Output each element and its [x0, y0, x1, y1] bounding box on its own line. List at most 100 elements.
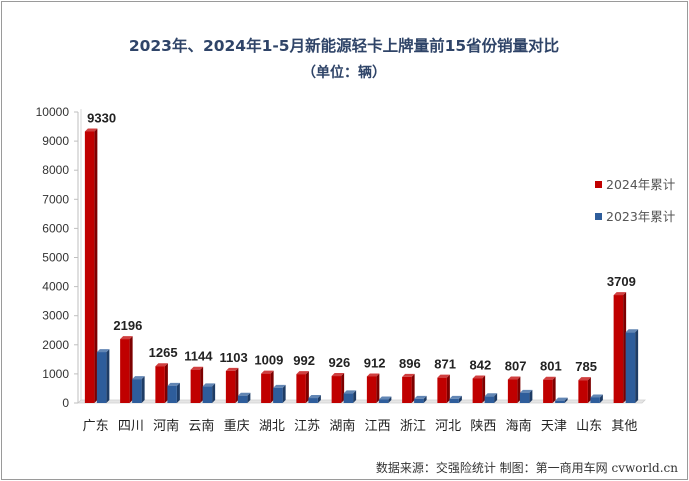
bar-2024-top: [225, 367, 239, 371]
bar-2024-side: [482, 375, 486, 403]
bar-2023-side: [317, 395, 321, 403]
x-category-label: 海南: [506, 418, 532, 434]
bar-2023-side: [176, 382, 180, 403]
bar-2024-top: [613, 292, 627, 296]
bar-2023-side: [458, 395, 462, 403]
bar-2024-front: [296, 374, 306, 403]
bar-2023-top: [484, 393, 498, 397]
y-tick-label: 5000: [42, 251, 69, 265]
y-tick-label: 9000: [42, 134, 69, 148]
bar-2024-side: [517, 376, 521, 403]
y-tick-label: 4000: [42, 280, 69, 294]
bar-2024: [296, 371, 309, 403]
bar-2024-front: [331, 376, 342, 403]
bar-2023-top: [343, 390, 357, 394]
y-tick-label: 8000: [42, 163, 69, 177]
x-category-label: 山东: [576, 419, 602, 434]
data-label: 842: [470, 357, 492, 372]
legend: 2024年累计 2023年累计: [595, 177, 675, 224]
bar-2023-top: [519, 389, 533, 393]
bar-2023: [273, 384, 286, 403]
x-category-label: 河北: [435, 419, 461, 434]
bar-2023-top: [96, 349, 110, 353]
bar-2023: [343, 390, 357, 403]
bar-2023-top: [273, 384, 286, 388]
bar-2023-top: [167, 382, 180, 386]
bar-2024: [331, 373, 345, 403]
legend-entry: 2023年累计: [606, 209, 675, 224]
x-category-label: 浙江: [400, 419, 426, 434]
bar-2024-front: [261, 373, 271, 403]
bar-2023: [519, 389, 533, 403]
bar-2023-front: [308, 398, 318, 403]
bar-2024-front: [472, 378, 483, 403]
legend-swatch: [595, 213, 602, 220]
bar-2024-front: [120, 339, 130, 403]
bar-2023-top: [414, 395, 427, 399]
bar-2023: [484, 393, 498, 403]
bar-2023-front: [237, 395, 248, 403]
data-label: 871: [434, 357, 456, 372]
bar-2023-side: [423, 395, 427, 403]
data-label: 785: [575, 359, 597, 374]
bar-2023-front: [519, 392, 530, 403]
data-label: 1009: [254, 353, 283, 368]
bar-2023-side: [282, 384, 286, 403]
bar-2023-front: [378, 399, 389, 403]
bar-2023-front: [449, 398, 459, 403]
bar-2024-side: [270, 370, 274, 403]
x-category-label: 其他: [611, 419, 637, 434]
bar-2023-top: [308, 395, 321, 399]
data-label: 1103: [220, 350, 248, 365]
bar-2023-side: [599, 394, 603, 403]
bar-2023-side: [564, 397, 568, 403]
bar-2024-side: [376, 373, 380, 403]
bar-2024: [190, 366, 204, 403]
bar-2024: [225, 367, 239, 403]
bar-2023: [202, 383, 216, 403]
bar-2023: [378, 396, 392, 403]
bar-2024: [155, 363, 168, 403]
bar-2023-side: [212, 383, 216, 403]
x-category-label: 陕西: [470, 419, 496, 434]
bar-2024-top: [261, 370, 274, 374]
chart-subtitle: （单位：辆）: [302, 64, 386, 81]
label-layer: 9330 2196 1265 1144 1103 1009 992 926 912 896 871 8…: [87, 110, 636, 374]
bar-2024-side: [552, 376, 556, 403]
bar-2024-side: [446, 374, 450, 403]
x-category-label: 四川: [118, 419, 144, 434]
bar-2023: [96, 349, 110, 403]
bar-2024-front: [155, 366, 165, 403]
y-tick-label: 10000: [36, 105, 70, 119]
bar-2023: [590, 394, 603, 403]
bar-2024: [366, 373, 380, 403]
bar-2023-side: [635, 329, 639, 403]
x-category-label: 广东: [83, 419, 109, 434]
bar-2023: [625, 329, 639, 403]
bar-2024-top: [507, 376, 521, 380]
legend-swatch: [595, 181, 602, 188]
bar-2024-top: [84, 128, 98, 132]
y-tick-label: 2000: [42, 338, 69, 352]
x-category-label: 江苏: [294, 418, 320, 434]
bar-2024-front: [190, 369, 201, 403]
bar-2023-top: [237, 392, 251, 396]
bar-2023-top: [590, 394, 603, 398]
bar-2024-side: [235, 367, 239, 403]
bar-2024-front: [543, 379, 553, 403]
bar-2023-side: [388, 396, 392, 403]
bar-2023-front: [167, 385, 177, 403]
bar-2024-side: [129, 336, 133, 403]
bar-2024: [472, 375, 486, 403]
bar-2023-side: [141, 376, 145, 403]
bar-2024: [507, 376, 521, 403]
bar-2024-front: [84, 131, 95, 403]
bar-2024-side: [411, 373, 415, 403]
bar-2023: [555, 397, 568, 403]
bar-2024-top: [437, 374, 450, 378]
chart-title: 2023年、2024年1-5月新能源轻卡上牌量前15省份销量对比: [129, 36, 559, 55]
data-label: 9330: [87, 110, 116, 125]
bar-2024-top: [543, 376, 556, 380]
bar-2023: [308, 395, 321, 403]
bar-2023-front: [484, 396, 495, 403]
